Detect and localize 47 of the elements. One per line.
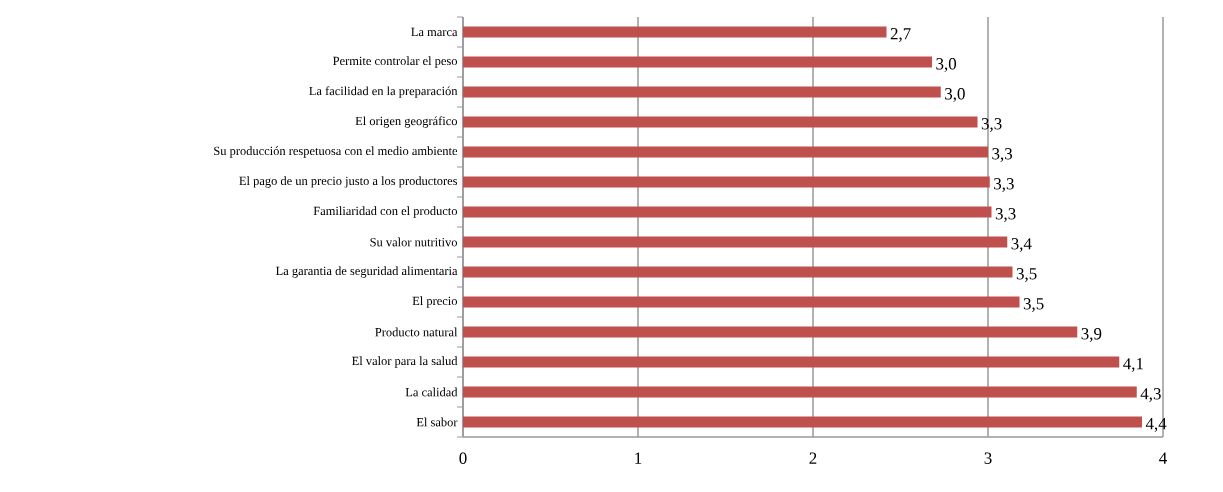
y-tick-label: El origen geográfico <box>355 116 458 128</box>
bar <box>463 206 992 218</box>
x-tick-label: 0 <box>459 452 467 464</box>
x-tick-label: 4 <box>1159 452 1167 464</box>
annotation: 4,4 <box>1145 418 1167 432</box>
bar <box>463 86 941 98</box>
bar <box>463 386 1137 398</box>
y-tick-label: El precio <box>412 296 458 308</box>
annotation: 3,5 <box>1016 268 1037 282</box>
y-tick-label: El pago de un precio justo a los productores <box>239 176 458 188</box>
y-tick-label: El sabor <box>416 417 458 427</box>
x-tick-label: 2 <box>809 452 817 464</box>
x-tick-label: 3 <box>984 452 992 464</box>
y-tick-label: Su valor nutritivo <box>370 237 458 247</box>
annotation: 4,1 <box>1123 358 1143 372</box>
y-tick-label: Su producción respetuosa con el medio ambiente <box>214 146 458 158</box>
annotation: 3,5 <box>1023 298 1044 312</box>
bar <box>463 326 1078 338</box>
y-tick-label: Producto natural <box>375 327 458 337</box>
annotation: 2,7 <box>890 28 911 42</box>
y-tick-label: Permite controlar el peso <box>333 56 458 68</box>
annotation: 4,3 <box>1140 388 1161 402</box>
bar <box>463 176 990 188</box>
annotation: 3,0 <box>945 88 965 102</box>
y-tick-label: La facilidad en la preparación <box>309 86 458 98</box>
bar <box>463 266 1013 278</box>
annotation: 3,0 <box>936 58 957 72</box>
annotation: 3,9 <box>1081 328 1102 342</box>
bar <box>463 146 989 158</box>
y-tick-label: Familiaridad con el producto <box>313 206 458 218</box>
y-tick-label: El valor para la salud <box>352 356 458 368</box>
bar <box>463 116 978 128</box>
y-tick-label: La marca <box>411 27 458 37</box>
bar <box>463 26 887 38</box>
bar <box>463 296 1020 308</box>
bar <box>463 356 1120 368</box>
bar <box>463 416 1143 428</box>
annotation: 3,3 <box>995 208 1016 222</box>
annotation: 3,3 <box>981 118 1002 132</box>
annotation: 3,3 <box>992 148 1013 162</box>
y-tick-label: La garantia de seguridad alimentaria <box>275 266 458 278</box>
y-tick-label: La calidad <box>405 387 458 397</box>
annotation: 3,3 <box>994 178 1014 192</box>
bar <box>463 56 933 68</box>
x-tick-label: 1 <box>635 452 642 464</box>
annotation: 3,4 <box>1011 238 1032 252</box>
bar <box>463 236 1008 248</box>
